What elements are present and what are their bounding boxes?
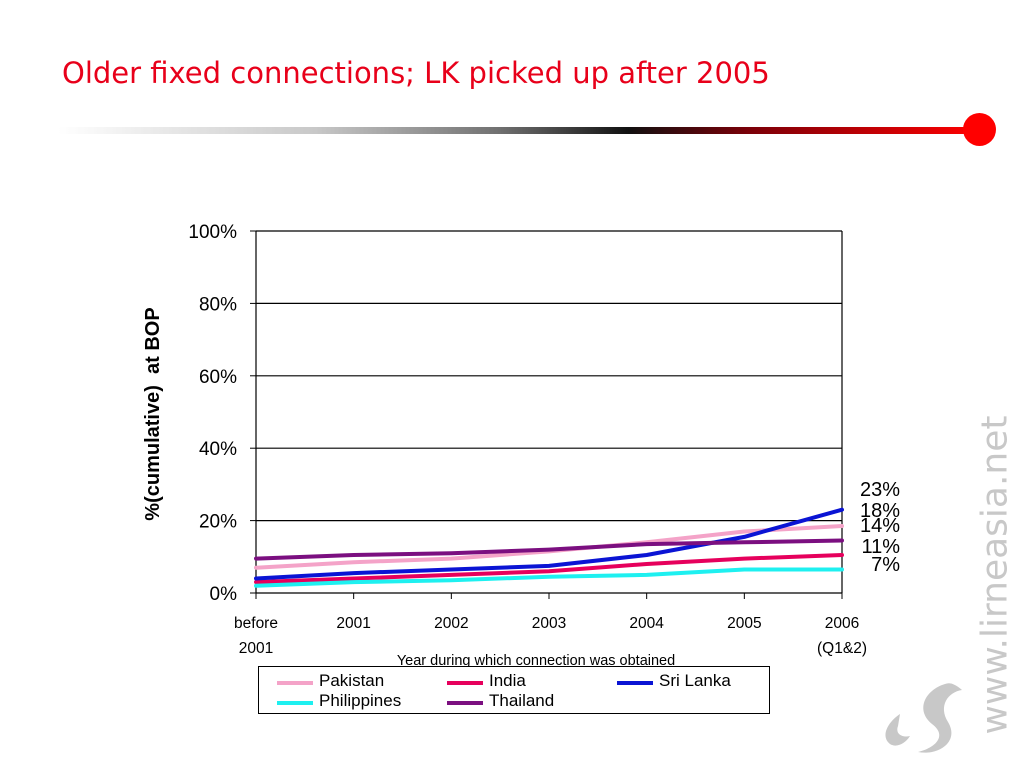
y-tick-label: 100% — [188, 222, 237, 243]
x-tick-label: 2004 — [629, 615, 664, 632]
watermark-text: www.lirneasia.net — [974, 415, 1016, 735]
y-tick-label: 40% — [199, 439, 237, 460]
x-tick-label: before — [234, 615, 278, 632]
series-line-sri-lanka — [254, 507, 844, 581]
legend-label: Pakistan — [319, 671, 385, 690]
x-tick-label: 2002 — [434, 615, 468, 632]
end-value-label: 7% — [871, 554, 900, 576]
x-tick-label: 2001 — [336, 615, 370, 632]
chart-legend: Pakistan India Sri Lanka Philippines Thailan… — [258, 666, 770, 714]
x-axis-label: Year during which connection was obtaine… — [397, 653, 675, 669]
legend-swatch — [617, 681, 653, 685]
x-tick-label: (Q1&2) — [817, 640, 867, 657]
legend-label: Thailand — [489, 691, 555, 710]
legend-swatch — [277, 701, 313, 705]
end-value-label: 23% — [860, 479, 900, 501]
end-value-label: 18% — [860, 500, 900, 522]
legend-label: India — [489, 671, 526, 690]
y-axis-label: %(cumulative) at BOP — [142, 307, 164, 520]
series-line-philippines — [254, 567, 844, 588]
y-tick-label: 80% — [199, 294, 237, 315]
legend-swatch — [447, 701, 483, 705]
x-tick-label: 2006 — [825, 615, 859, 632]
legend-label: Sri Lanka — [659, 671, 731, 690]
legend-swatch — [277, 681, 313, 685]
slide-title: Older fixed connections; LK picked up af… — [62, 56, 770, 90]
legend-label: Philippines — [319, 691, 402, 710]
title-divider — [58, 127, 978, 134]
x-tick-label: 2001 — [239, 640, 273, 657]
watermark: www.lirneasia.net — [974, 400, 1016, 750]
accent-dot — [963, 113, 996, 146]
x-tick-label: 2003 — [532, 615, 566, 632]
y-tick-label: 0% — [210, 584, 238, 605]
end-value-label: 11% — [861, 536, 900, 558]
series-line-india — [254, 553, 844, 585]
x-tick-label: 2005 — [727, 615, 761, 632]
y-tick-label: 60% — [199, 367, 237, 388]
series-line-thailand — [254, 538, 844, 561]
y-tick-label: 20% — [199, 512, 237, 533]
legend-swatch — [447, 681, 483, 685]
end-value-label: 14% — [860, 515, 900, 537]
